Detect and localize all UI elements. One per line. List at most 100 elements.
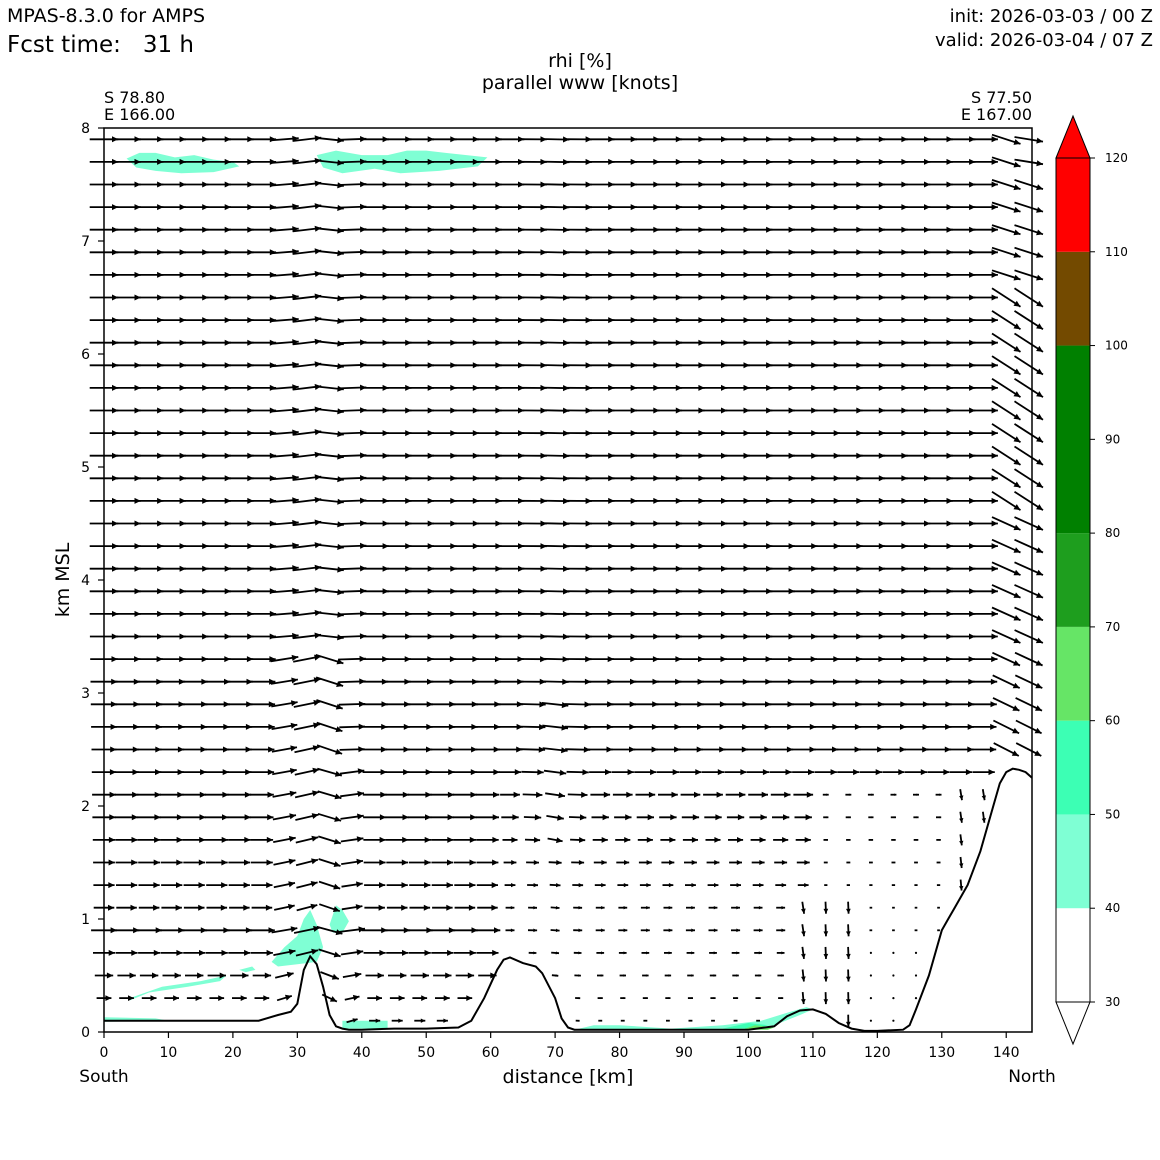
wind-vector (637, 837, 653, 843)
wind-vector (768, 746, 794, 753)
chart-title: rhi [%] (548, 50, 612, 72)
wind-vector (526, 860, 540, 865)
wind-vector (519, 746, 546, 753)
wind-vector (880, 746, 906, 753)
wind-vector (247, 294, 277, 301)
x-tick-label: 40 (353, 1045, 371, 1061)
wind-vector (801, 946, 806, 960)
wind-vector (505, 928, 515, 933)
wind-vector (361, 723, 388, 730)
wind-vector (474, 701, 501, 708)
x-tick-label: 110 (800, 1045, 827, 1061)
y-tick-label: 7 (81, 234, 90, 250)
wind-vector (902, 701, 930, 708)
wind-vector (247, 633, 276, 640)
wind-vector (572, 883, 584, 888)
wind-vector (185, 972, 204, 979)
wind-vector (776, 928, 786, 933)
wind-vector (548, 860, 562, 866)
colorbar-tick: 30 (1090, 995, 1120, 1009)
y-tick: 7 (81, 234, 104, 250)
y-tick: 4 (81, 573, 104, 589)
wind-vector (247, 452, 277, 459)
y-tick: 2 (81, 799, 104, 815)
colorbar-tick-label: 40 (1105, 901, 1120, 915)
colorbar-segment (1056, 533, 1090, 627)
wind-vector (859, 769, 882, 776)
colorbar-tick-label: 70 (1105, 620, 1120, 634)
wind-vector (616, 860, 630, 865)
wind-vector (593, 860, 607, 865)
wind-vector (846, 969, 851, 982)
wind-vector (388, 972, 407, 979)
wind-vector (475, 814, 499, 821)
wind-vector (247, 204, 277, 211)
wind-vector (564, 724, 591, 731)
wind-vector (272, 768, 297, 776)
colorbar-segment (1056, 908, 1090, 1002)
wind-vector (273, 881, 296, 889)
wind-vector (340, 813, 364, 820)
wind-vector (361, 701, 388, 708)
wind-vector (991, 516, 1021, 531)
colorbar-tick-label: 120 (1105, 151, 1128, 165)
y-tick-label: 6 (81, 347, 90, 363)
wind-vector (642, 997, 648, 1000)
wind-vector (363, 859, 386, 866)
wind-vector (251, 859, 273, 866)
wind-vector (869, 906, 873, 909)
rhi-region (342, 1020, 388, 1029)
wind-vector (950, 769, 973, 776)
wind-vector-layer (89, 133, 1044, 1027)
wind-vector (867, 793, 874, 796)
y-axis-label: km MSL (52, 542, 74, 617)
wind-vector (913, 793, 919, 796)
wind-vector (822, 793, 829, 796)
wind-vector (320, 971, 340, 980)
wind-vector (753, 906, 763, 910)
wind-vector (846, 946, 851, 959)
y-tick-label: 4 (81, 573, 90, 589)
wind-vector (612, 791, 633, 798)
wind-vector (793, 791, 814, 798)
wind-vector (161, 904, 182, 911)
wind-vector (772, 814, 790, 821)
wind-vector (474, 746, 500, 753)
y-tick-label: 5 (81, 460, 90, 476)
wind-vector (679, 769, 702, 776)
wind-vector (969, 452, 998, 459)
wind-vector (136, 723, 162, 730)
x-tick: 40 (353, 1032, 371, 1061)
wind-vector (318, 948, 341, 958)
wind-vector (959, 789, 964, 801)
wind-vector (505, 906, 515, 910)
wind-vector (1014, 332, 1044, 353)
wind-vector (790, 746, 816, 753)
wind-vector (316, 744, 343, 755)
wind-vector (708, 906, 718, 910)
y-tick-label: 1 (81, 912, 90, 928)
start-lon: E 166.00 (104, 105, 175, 124)
wind-vector (655, 723, 681, 730)
wind-vector (991, 400, 1021, 421)
wind-vector (386, 904, 408, 911)
wind-vector (654, 701, 682, 708)
wind-vector (590, 791, 611, 798)
wind-vector (160, 814, 184, 821)
wind-vector (981, 811, 986, 823)
wind-vector (272, 813, 297, 821)
wind-vector (724, 769, 747, 776)
wind-vector (522, 791, 543, 798)
wind-vector (1014, 445, 1044, 466)
wind-vector (969, 317, 998, 324)
wind-vector (547, 837, 563, 844)
y-axis-ticks: 0 1 2 3 4 5 6 7 8 (81, 121, 104, 1041)
x-tick: 130 (928, 1032, 955, 1061)
wind-vector (546, 814, 564, 821)
wind-vector (271, 745, 298, 753)
wind-vector (270, 654, 299, 663)
wind-vector (778, 997, 784, 1000)
wind-vector (227, 814, 251, 821)
wind-vector (991, 468, 1021, 489)
